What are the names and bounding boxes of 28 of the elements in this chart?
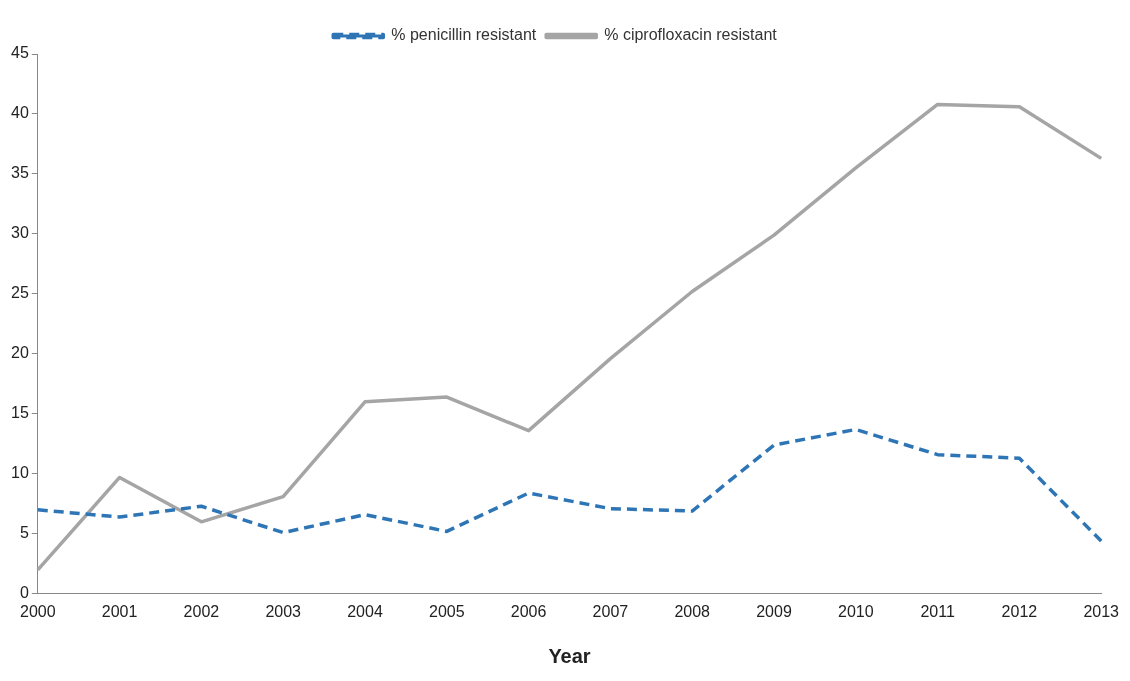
y-tick-label: 20 (11, 344, 29, 362)
x-tick-label: 2012 (1001, 602, 1038, 620)
x-tick-label: 2001 (101, 602, 138, 620)
y-tick-label: 25 (11, 284, 29, 302)
y-tick-label: 45 (11, 44, 29, 62)
y-tick-label: 30 (11, 224, 29, 242)
x-tick-label: 2008 (674, 602, 711, 620)
x-tick-label: 2004 (347, 602, 383, 620)
y-tick-label: 35 (11, 164, 29, 182)
y-tick-label: 10 (11, 464, 29, 482)
x-tick-label: 2011 (920, 602, 955, 620)
y-tick-label: 0 (19, 584, 29, 602)
x-tick-label: 2006 (510, 602, 547, 620)
y-tick-label: 40 (11, 104, 29, 122)
x-tick-label: 2013 (1083, 602, 1120, 620)
x-tick-label: 2003 (265, 602, 302, 620)
x-tick-label: 2000 (20, 602, 56, 620)
x-tick-label: 2007 (592, 602, 629, 620)
x-tick-label: 2010 (838, 602, 874, 620)
legend-label: % ciprofloxacin resistant (604, 26, 778, 44)
x-tick-label: 2009 (756, 602, 792, 620)
x-tick-label: 2005 (429, 602, 465, 620)
x-axis-title: Year (548, 644, 591, 667)
y-tick-label: 5 (19, 524, 29, 542)
x-tick-label: 2002 (183, 602, 220, 620)
line-series (36, 427, 1103, 543)
legend-label: % penicillin resistant (391, 26, 537, 44)
y-tick-label: 15 (11, 404, 29, 422)
